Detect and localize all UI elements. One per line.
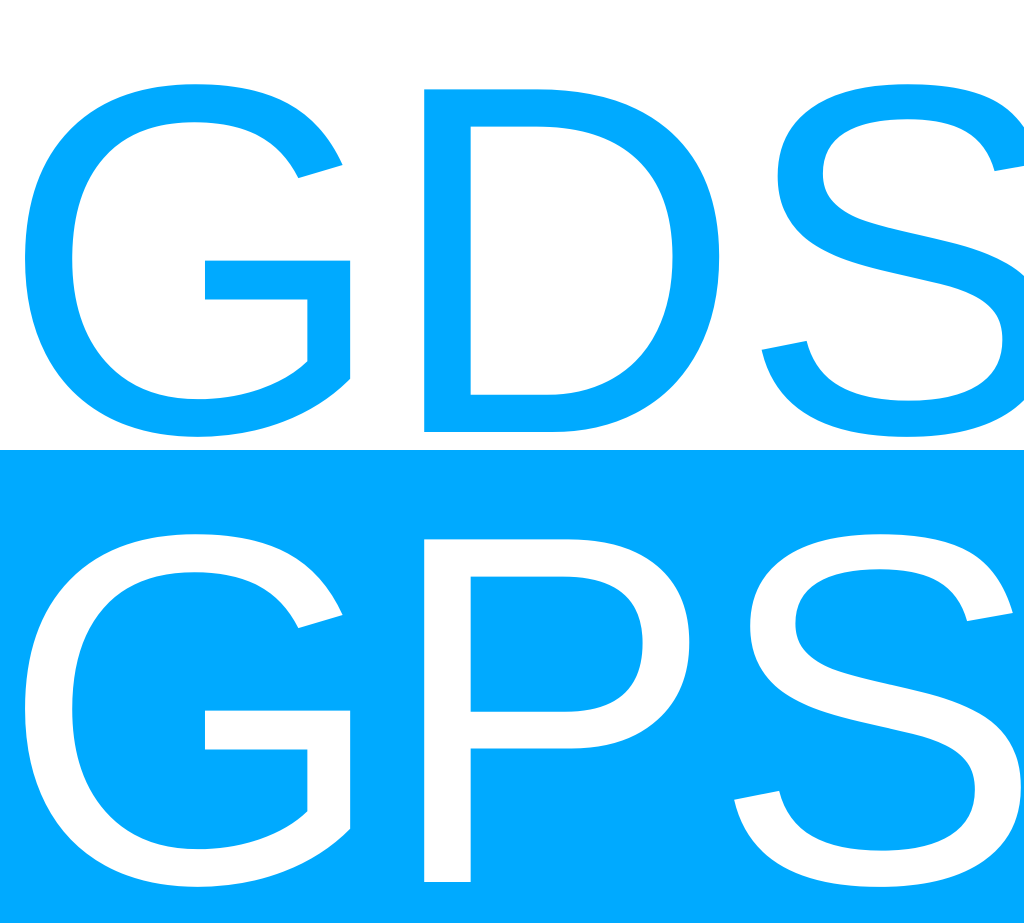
bottom-band	[0, 450, 1024, 923]
logo-top-text: GDS	[0, 0, 1024, 538]
top-band: GDS	[0, 0, 1024, 509]
logo-bottom-text: GPS	[0, 431, 1024, 923]
